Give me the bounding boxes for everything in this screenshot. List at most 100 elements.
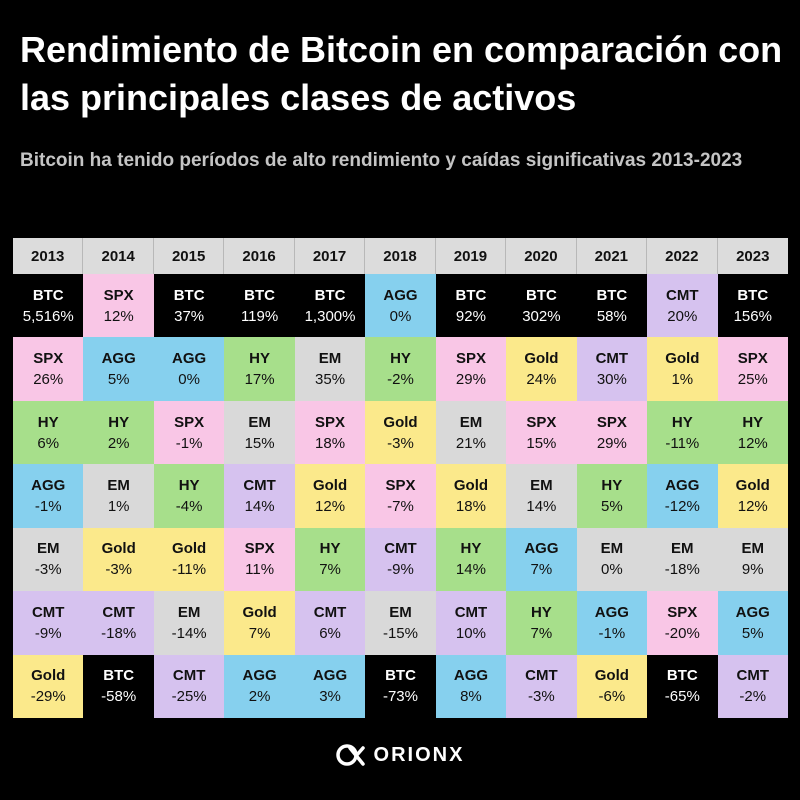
return-value: 6% bbox=[37, 434, 60, 452]
table-cell: HY -4% bbox=[153, 464, 225, 528]
returns-table: 2013 2014 2015 2016 2017 2018 2019 2020 2021 2022… bbox=[13, 238, 788, 718]
table-cell: BTC 302% bbox=[506, 274, 577, 338]
asset-label: BTC bbox=[173, 286, 205, 304]
return-value: -1% bbox=[175, 434, 203, 452]
return-value: 10% bbox=[455, 624, 486, 642]
table-cell: Gold 1% bbox=[647, 337, 718, 401]
table-cell: SPX 29% bbox=[435, 337, 507, 401]
asset-label: CMT bbox=[384, 540, 417, 558]
return-value: 30% bbox=[596, 371, 627, 389]
return-value: -15% bbox=[382, 624, 418, 642]
asset-label: SPX bbox=[526, 413, 557, 431]
asset-label: HY bbox=[108, 413, 130, 431]
asset-label: BTC bbox=[385, 667, 416, 685]
return-value: -6% bbox=[598, 688, 626, 706]
brand-name: ORIONX bbox=[373, 743, 465, 766]
table-cell: SPX 12% bbox=[83, 274, 154, 338]
asset-label: SPX bbox=[596, 413, 627, 431]
asset-label: EM bbox=[248, 413, 271, 431]
table-cell: BTC 58% bbox=[576, 274, 648, 338]
asset-label: Gold bbox=[383, 413, 418, 431]
table-cell: EM 0% bbox=[576, 527, 648, 592]
return-value: 5% bbox=[107, 371, 130, 389]
asset-label: Gold bbox=[735, 476, 770, 494]
return-value: -2% bbox=[387, 371, 414, 389]
return-value: 5,516% bbox=[22, 307, 74, 325]
asset-label: SPX bbox=[667, 603, 698, 621]
asset-label: SPX bbox=[737, 350, 768, 368]
table-cell: BTC -73% bbox=[365, 654, 436, 718]
table-cell: EM 21% bbox=[435, 400, 507, 465]
asset-label: CMT bbox=[736, 667, 770, 685]
asset-label: AGG bbox=[735, 603, 770, 621]
return-value: 1,300% bbox=[304, 307, 356, 325]
asset-label: EM bbox=[107, 476, 130, 494]
return-value: -3% bbox=[34, 561, 62, 579]
asset-label: BTC bbox=[525, 286, 557, 304]
asset-label: CMT bbox=[172, 667, 206, 685]
return-value: -20% bbox=[664, 624, 700, 642]
year-header-2019: 2019 bbox=[435, 238, 507, 274]
return-value: 58% bbox=[596, 307, 627, 325]
asset-label: HY bbox=[319, 540, 341, 558]
table-cell: BTC -58% bbox=[83, 654, 154, 718]
return-value: 20% bbox=[667, 307, 698, 325]
return-value: 119% bbox=[240, 307, 279, 325]
table-cell: Gold 24% bbox=[506, 337, 577, 401]
return-value: 11% bbox=[245, 561, 275, 579]
asset-label: EM bbox=[741, 540, 765, 558]
table-cell: BTC 5,516% bbox=[13, 274, 84, 338]
return-value: 12% bbox=[737, 434, 768, 452]
asset-label: SPX bbox=[455, 350, 486, 368]
asset-label: SPX bbox=[174, 413, 205, 431]
table-cell: EM -3% bbox=[13, 527, 84, 592]
return-value: 35% bbox=[315, 371, 346, 389]
asset-label: BTC bbox=[455, 286, 487, 304]
asset-label: CMT bbox=[525, 667, 558, 685]
table-cell: HY 7% bbox=[294, 527, 366, 592]
table-cell: CMT 10% bbox=[435, 591, 507, 655]
table-cell: BTC 1,300% bbox=[294, 274, 366, 338]
asset-label: SPX bbox=[385, 476, 416, 494]
table-cell: SPX -1% bbox=[153, 400, 225, 465]
table-cell: Gold -3% bbox=[365, 400, 436, 465]
return-value: 5% bbox=[741, 624, 764, 642]
table-cell: BTC 119% bbox=[224, 274, 295, 338]
table-cell: CMT -18% bbox=[83, 591, 154, 655]
return-value: 1% bbox=[671, 371, 694, 389]
asset-label: CMT bbox=[102, 603, 135, 621]
year-header-2018: 2018 bbox=[365, 238, 436, 274]
table-cell: CMT -2% bbox=[717, 654, 788, 718]
return-value: 26% bbox=[33, 371, 64, 389]
table-cell: CMT -25% bbox=[153, 654, 225, 718]
return-value: 14% bbox=[526, 497, 557, 515]
return-value: 18% bbox=[455, 497, 486, 515]
asset-label: EM bbox=[177, 603, 201, 621]
asset-label: CMT bbox=[313, 603, 347, 621]
return-value: 21% bbox=[455, 434, 486, 452]
return-value: -3% bbox=[528, 688, 555, 706]
table-cell: CMT -9% bbox=[13, 591, 84, 655]
asset-label: Gold bbox=[594, 667, 629, 685]
asset-label: CMT bbox=[595, 350, 629, 368]
page-subtitle: Bitcoin ha tenido períodos de alto rendi… bbox=[20, 150, 743, 171]
return-value: 14% bbox=[455, 561, 486, 579]
asset-label: AGG bbox=[453, 667, 489, 685]
table-cell: SPX 29% bbox=[576, 400, 648, 465]
asset-label: BTC bbox=[32, 286, 64, 304]
year-header-2023: 2023 bbox=[717, 238, 788, 274]
asset-label: CMT bbox=[243, 476, 276, 494]
page-title: Rendimiento de Bitcoin en comparación co… bbox=[20, 29, 783, 118]
table-cell: EM 14% bbox=[506, 464, 577, 528]
asset-label: SPX bbox=[244, 540, 275, 558]
asset-label: BTC bbox=[314, 286, 346, 304]
return-value: 7% bbox=[530, 624, 553, 642]
asset-label: SPX bbox=[33, 350, 64, 368]
return-value: 37% bbox=[174, 307, 205, 325]
asset-label: AGG bbox=[31, 476, 66, 494]
table-cell: Gold -29% bbox=[13, 654, 84, 718]
return-value: -2% bbox=[739, 688, 767, 706]
asset-label: CMT bbox=[666, 286, 699, 304]
return-value: -7% bbox=[387, 497, 414, 515]
table-cell: SPX 11% bbox=[224, 527, 295, 592]
